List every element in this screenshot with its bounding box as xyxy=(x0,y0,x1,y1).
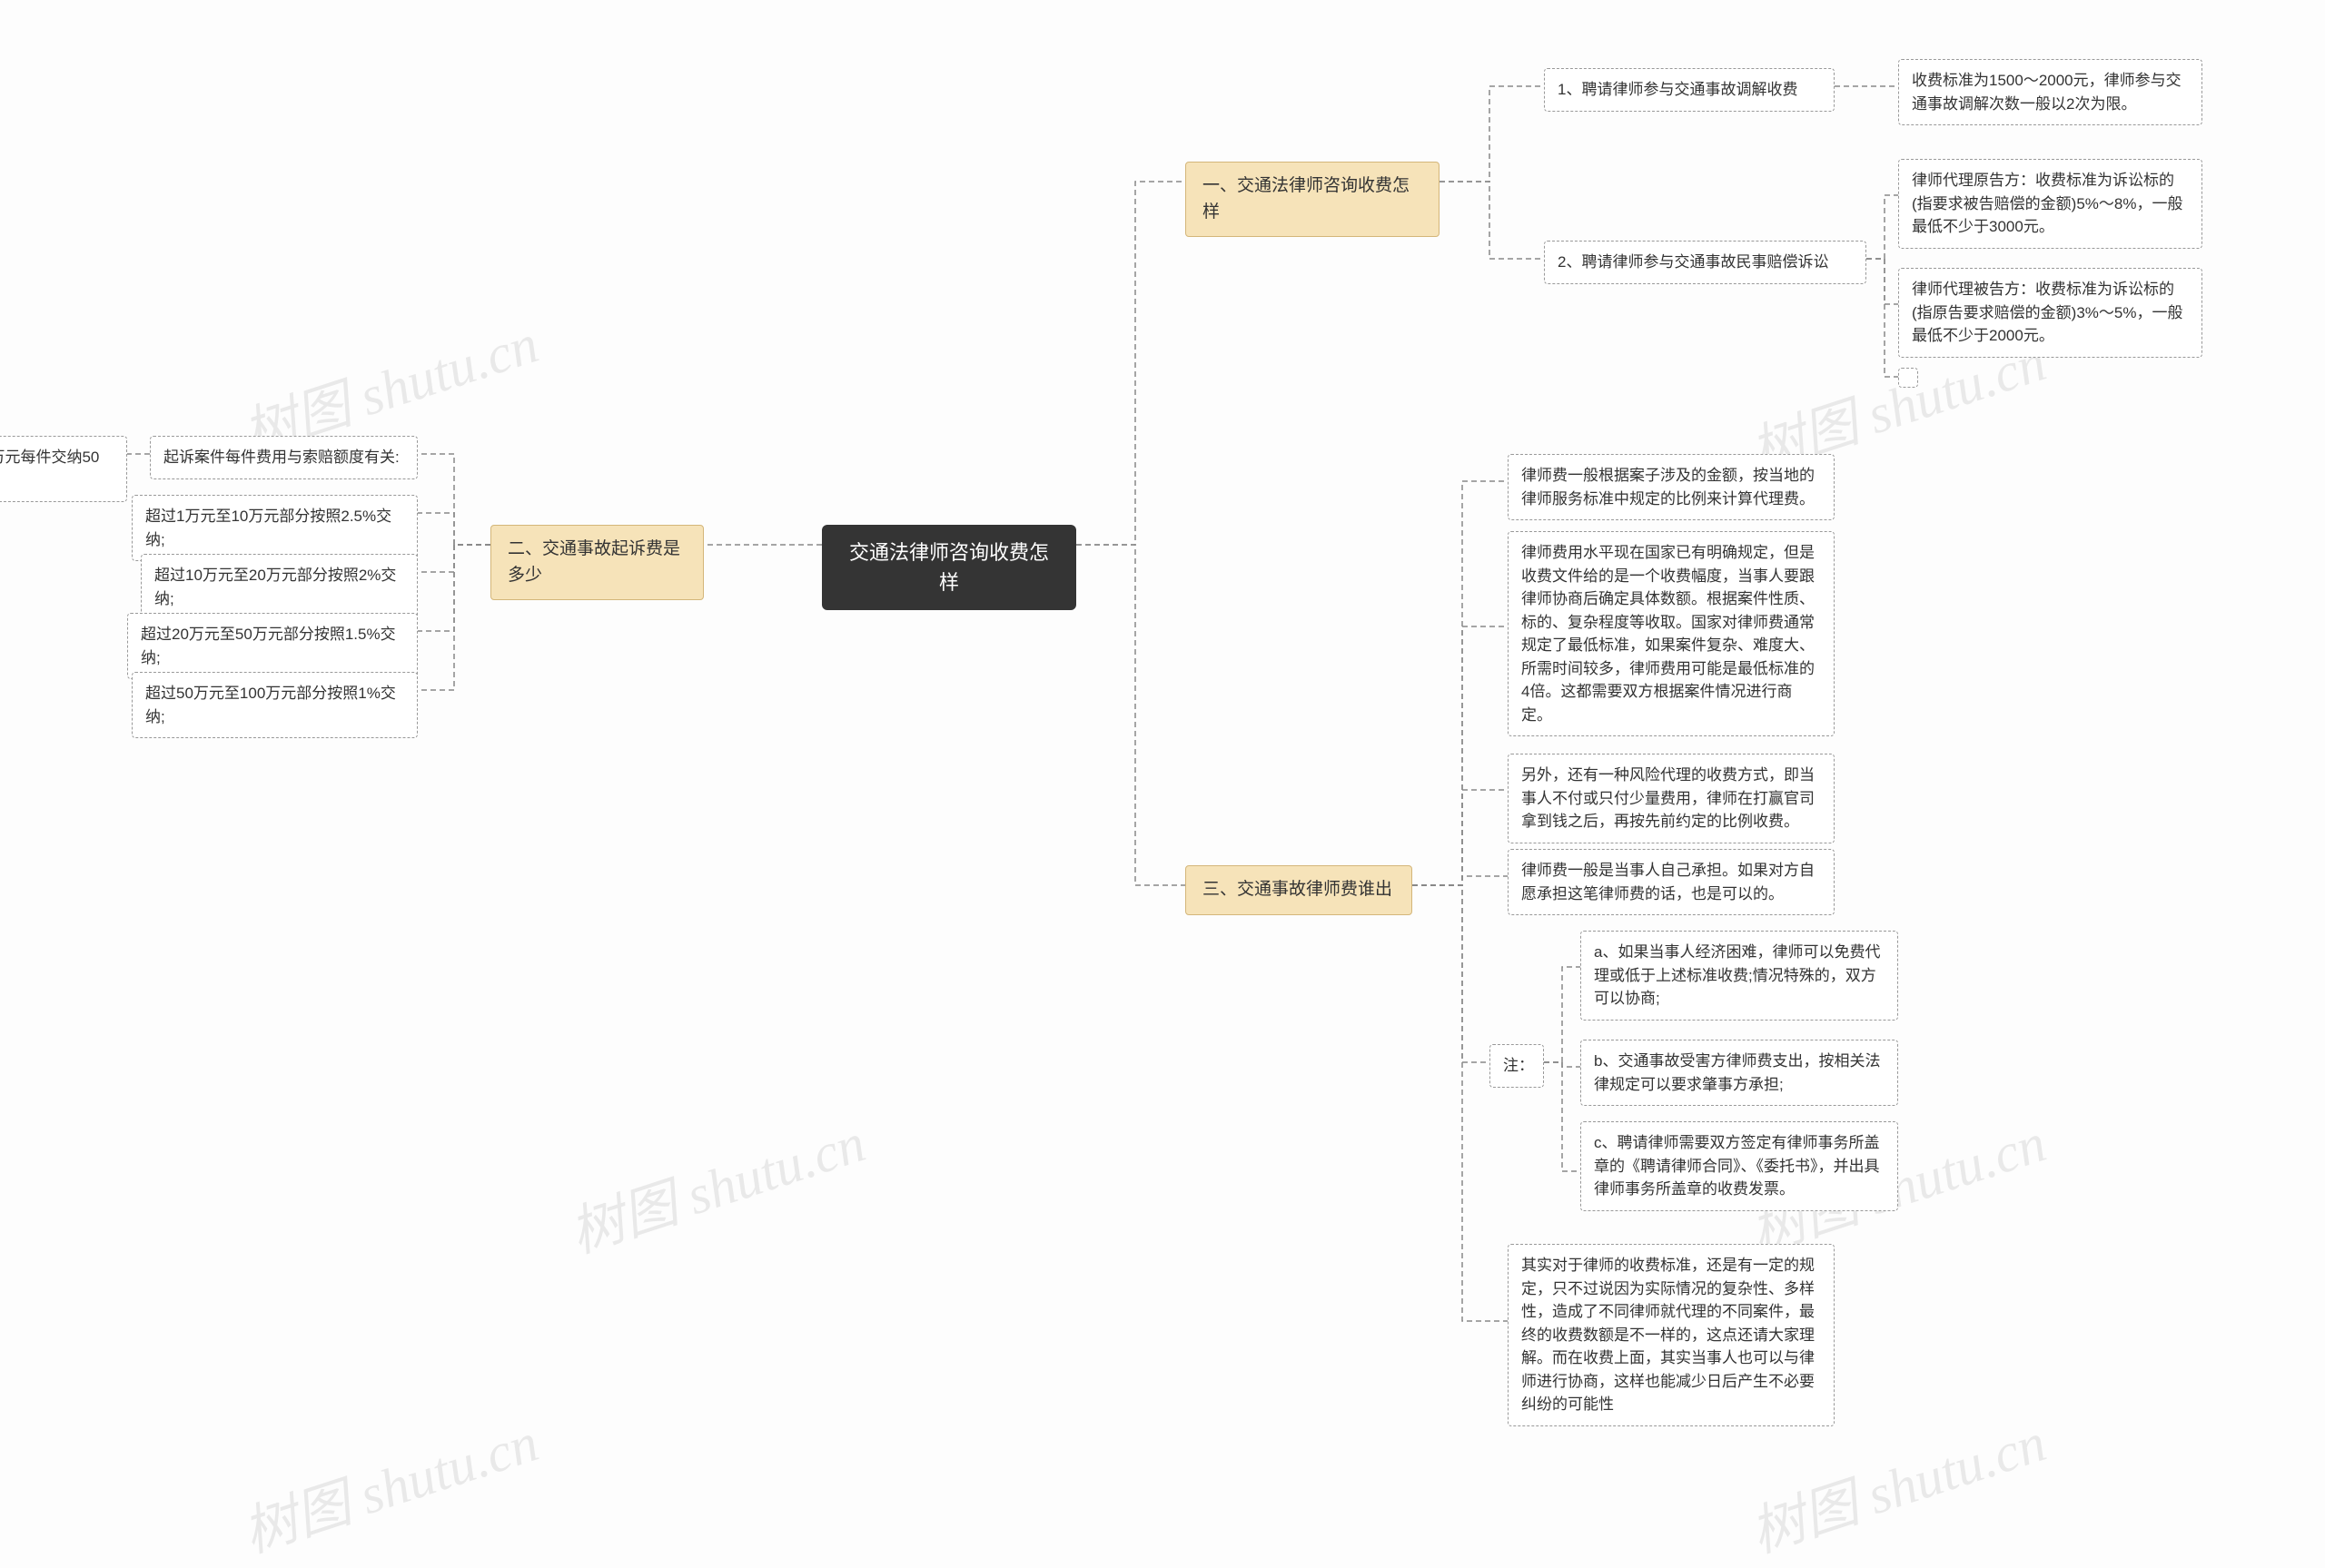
branch1-c1[interactable]: 1、聘请律师参与交通事故调解收费 xyxy=(1544,68,1835,112)
branch3-n3[interactable]: c、聘请律师需要双方签定有律师事务所盖章的《聘请律师合同》、《委托书》，并出具律… xyxy=(1580,1121,1898,1211)
branch-3[interactable]: 三、交通事故律师费谁出 xyxy=(1185,865,1412,915)
branch-2[interactable]: 二、交通事故起诉费是多少 xyxy=(490,525,704,600)
watermark: 树图 shutu.cn xyxy=(232,1398,547,1568)
branch3-n2[interactable]: b、交通事故受害方律师费支出，按相关法律规定可以要求肇事方承担; xyxy=(1580,1040,1898,1106)
branch2-c1-d1[interactable]: 超过1万元每件交纳50元; xyxy=(0,436,127,502)
branch3-n1[interactable]: a、如果当事人经济困难，律师可以免费代理或低于上述标准收费;情况特殊的，双方可以… xyxy=(1580,931,1898,1021)
branch2-c2[interactable]: 超过1万元至10万元部分按照2.5%交纳; xyxy=(132,495,418,561)
branch3-note-label[interactable]: 注： xyxy=(1489,1044,1544,1088)
branch1-c2-d2[interactable]: 律师代理被告方：收费标准为诉讼标的(指原告要求赔偿的金额)3%～5%，一般最低不… xyxy=(1898,268,2202,358)
branch-1[interactable]: 一、交通法律师咨询收费怎样 xyxy=(1185,162,1440,237)
branch2-c1[interactable]: 起诉案件每件费用与索赔额度有关: xyxy=(150,436,418,479)
branch3-p3[interactable]: 另外，还有一种风险代理的收费方式，即当事人不付或只付少量费用，律师在打赢官司拿到… xyxy=(1508,754,1835,843)
branch1-c1-d1[interactable]: 收费标准为1500～2000元，律师参与交通事故调解次数一般以2次为限。 xyxy=(1898,59,2202,125)
branch1-c2-d3[interactable] xyxy=(1898,368,1918,388)
branch3-p5[interactable]: 其实对于律师的收费标准，还是有一定的规定，只不过说因为实际情况的复杂性、多样性，… xyxy=(1508,1244,1835,1426)
watermark: 树图 shutu.cn xyxy=(559,1099,874,1268)
branch2-c5[interactable]: 超过50万元至100万元部分按照1%交纳; xyxy=(132,672,418,738)
branch1-c2-d1[interactable]: 律师代理原告方：收费标准为诉讼标的(指要求被告赔偿的金额)5%～8%，一般最低不… xyxy=(1898,159,2202,249)
branch3-p4[interactable]: 律师费一般是当事人自己承担。如果对方自愿承担这笔律师费的话，也是可以的。 xyxy=(1508,849,1835,915)
branch2-c4[interactable]: 超过20万元至50万元部分按照1.5%交纳; xyxy=(127,613,418,679)
root-node[interactable]: 交通法律师咨询收费怎样 xyxy=(822,525,1076,610)
branch3-p2[interactable]: 律师费用水平现在国家已有明确规定，但是收费文件给的是一个收费幅度，当事人要跟律师… xyxy=(1508,531,1835,736)
mindmap-canvas: 树图 shutu.cn 树图 shutu.cn 树图 shutu.cn 树图 s… xyxy=(0,0,2325,1505)
branch2-c3[interactable]: 超过10万元至20万元部分按照2%交纳; xyxy=(141,554,418,620)
branch3-p1[interactable]: 律师费一般根据案子涉及的金额，按当地的律师服务标准中规定的比例来计算代理费。 xyxy=(1508,454,1835,520)
branch1-c2[interactable]: 2、聘请律师参与交通事故民事赔偿诉讼 xyxy=(1544,241,1866,284)
